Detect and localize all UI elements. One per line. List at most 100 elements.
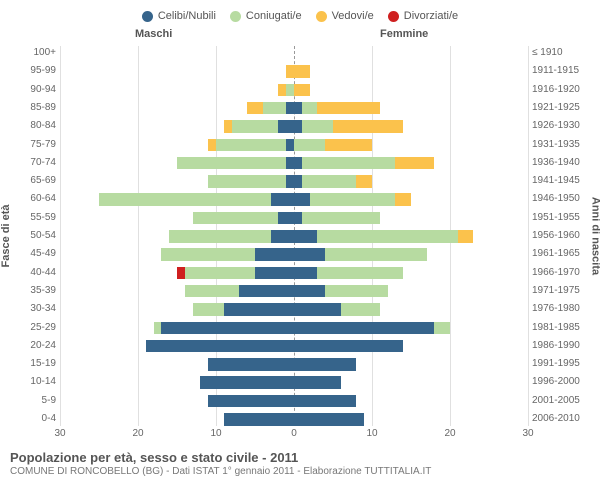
age-label: 0-4 (42, 412, 60, 426)
bar-male (208, 175, 286, 188)
chart-title: Popolazione per età, sesso e stato civil… (10, 450, 590, 465)
birth-year-label: 1996-2000 (528, 375, 580, 389)
bar-male (193, 212, 279, 225)
bar-female (294, 84, 310, 97)
birth-year-label: 1956-1960 (528, 229, 580, 243)
bar-male (177, 157, 286, 170)
bar-male (208, 358, 294, 371)
bar-male (239, 285, 294, 298)
age-row: 100+≤ 1910 (60, 46, 528, 60)
bar-male (224, 413, 294, 426)
bar-male (216, 139, 286, 152)
chart-area: Fasce di età Anni di nascita 100+≤ 19109… (0, 46, 600, 426)
x-tick: 30 (54, 428, 65, 439)
age-row: 20-241986-1990 (60, 339, 528, 353)
birth-year-label: 1936-1940 (528, 156, 580, 170)
age-row: 75-791931-1935 (60, 138, 528, 152)
bar-female (317, 267, 403, 280)
bar-male (278, 84, 286, 97)
bar-male (169, 230, 270, 243)
age-row: 65-691941-1945 (60, 174, 528, 188)
birth-year-label: 1911-1915 (528, 64, 579, 78)
bar-female (294, 230, 317, 243)
bar-male (247, 102, 263, 115)
birth-year-label: 1926-1930 (528, 119, 580, 133)
bar-male (286, 175, 294, 188)
bar-male (208, 395, 294, 408)
age-row: 90-941916-1920 (60, 83, 528, 97)
bar-male (286, 102, 294, 115)
bar-male (200, 376, 294, 389)
bar-female (434, 322, 450, 335)
bar-male (278, 120, 294, 133)
birth-year-label: ≤ 1910 (528, 46, 563, 60)
age-row: 10-141996-2000 (60, 375, 528, 389)
legend-label: Vedovi/e (332, 10, 374, 22)
x-tick: 0 (291, 428, 297, 439)
birth-year-label: 1981-1985 (528, 321, 580, 335)
bar-male (154, 322, 162, 335)
birth-year-label: 1966-1970 (528, 266, 580, 280)
bar-male (224, 303, 294, 316)
legend-swatch (316, 11, 327, 22)
age-label: 50-54 (30, 229, 60, 243)
age-row: 40-441966-1970 (60, 266, 528, 280)
bar-male (271, 193, 294, 206)
age-label: 100+ (33, 46, 60, 60)
legend-item: Divorziati/e (388, 10, 458, 22)
bar-female (294, 358, 356, 371)
bar-female (310, 193, 396, 206)
bar-male (286, 65, 294, 78)
bar-female (302, 120, 333, 133)
bar-male (146, 340, 294, 353)
bar-female (294, 212, 302, 225)
bar-female (325, 285, 387, 298)
legend-swatch (142, 11, 153, 22)
age-label: 65-69 (30, 174, 60, 188)
bar-male (232, 120, 279, 133)
bar-male (177, 267, 185, 280)
bar-male (255, 267, 294, 280)
age-row: 60-641946-1950 (60, 192, 528, 206)
age-label: 75-79 (30, 138, 60, 152)
age-row: 80-841926-1930 (60, 119, 528, 133)
bar-female (341, 303, 380, 316)
bar-female (294, 340, 403, 353)
birth-year-label: 1961-1965 (528, 247, 580, 261)
age-row: 15-191991-1995 (60, 357, 528, 371)
legend-item: Coniugati/e (230, 10, 302, 22)
age-label: 15-19 (30, 357, 60, 371)
age-label: 60-64 (30, 192, 60, 206)
age-row: 0-42006-2010 (60, 412, 528, 426)
age-label: 70-74 (30, 156, 60, 170)
chart-subtitle: COMUNE DI RONCOBELLO (BG) - Dati ISTAT 1… (10, 466, 590, 477)
x-tick: 20 (444, 428, 455, 439)
birth-year-label: 1946-1950 (528, 192, 580, 206)
chart-footer: Popolazione per età, sesso e stato civil… (0, 444, 600, 477)
age-label: 30-34 (30, 302, 60, 316)
bar-female (294, 175, 302, 188)
bar-male (271, 230, 294, 243)
bar-female (302, 102, 318, 115)
bar-male (193, 303, 224, 316)
x-axis: 3020100102030 (60, 426, 528, 444)
bar-female (302, 157, 396, 170)
bar-male (99, 193, 271, 206)
age-label: 45-49 (30, 247, 60, 261)
age-label: 55-59 (30, 211, 60, 225)
legend-item: Celibi/Nubili (142, 10, 216, 22)
age-label: 25-29 (30, 321, 60, 335)
legend-label: Divorziati/e (404, 10, 458, 22)
x-tick: 10 (210, 428, 221, 439)
age-row: 70-741936-1940 (60, 156, 528, 170)
age-row: 50-541956-1960 (60, 229, 528, 243)
birth-year-label: 1976-1980 (528, 302, 580, 316)
bar-female (294, 285, 325, 298)
bar-female (458, 230, 474, 243)
yaxis-right-title: Anni di nascita (589, 197, 600, 275)
birth-year-label: 1916-1920 (528, 83, 580, 97)
bar-female (302, 212, 380, 225)
bar-female (294, 395, 356, 408)
age-label: 80-84 (30, 119, 60, 133)
bar-female (294, 413, 364, 426)
